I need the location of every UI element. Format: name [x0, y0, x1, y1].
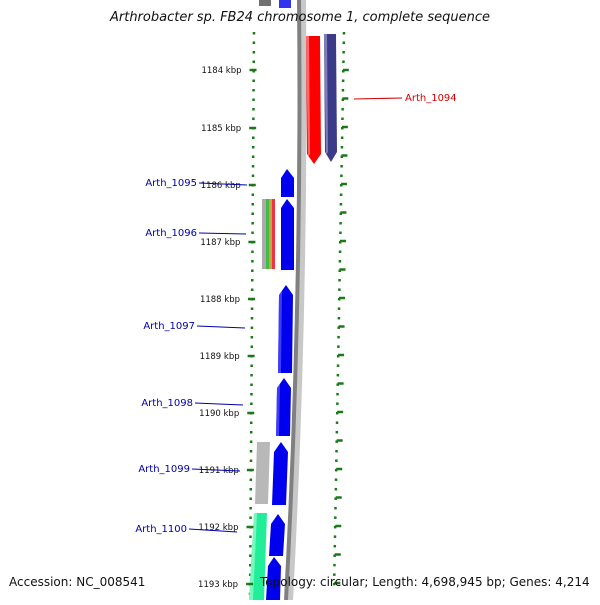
gene-label-arth-1099: Arth_1099	[138, 464, 190, 475]
coordinate-label: 1186 kbp	[201, 181, 241, 191]
backbone-shadow	[287, 0, 307, 601]
coordinate-label: 1189 kbp	[200, 352, 240, 362]
multicolor-feature-olive	[269, 199, 272, 269]
coordinate-label: 1184 kbp	[201, 66, 241, 76]
gene-label-connector	[353, 97, 403, 100]
gene-arth-1097-highlight	[278, 291, 282, 373]
gene-grey	[255, 442, 270, 504]
gene-label-connector	[188, 528, 238, 533]
top-partial-feature-blue	[279, 0, 291, 8]
gene-arth-1094-highlight	[306, 36, 310, 157]
top-partial-feature	[259, 0, 271, 6]
gene-arth-1100	[269, 514, 285, 556]
left-axis-dotted	[248, 31, 256, 601]
coordinate-label: 1190 kbp	[199, 409, 239, 419]
backbone	[284, 0, 302, 601]
gene-arth-1096	[281, 199, 294, 270]
multicolor-feature-red	[272, 199, 275, 269]
gene-label-connector	[198, 232, 247, 235]
gene-label-connector	[191, 468, 241, 472]
gene-label-arth-1096: Arth_1096	[145, 228, 197, 239]
topology-text: Topology: circular; Length: 4,698,945 bp…	[260, 575, 590, 589]
coordinate-label: 1192 kbp	[198, 523, 238, 533]
right-axis-dotted	[332, 31, 346, 593]
map-title: Arthrobacter sp. FB24 chromosome 1, comp…	[109, 10, 491, 25]
multicolor-feature-green	[266, 199, 269, 269]
gene-arth-1098-highlight	[276, 384, 280, 436]
gene-label-arth-1100: Arth_1100	[135, 524, 187, 535]
multicolor-feature-grey	[262, 199, 266, 269]
gene-teal-highlight	[249, 513, 257, 600]
coordinate-label: 1185 kbp	[201, 124, 241, 134]
accession-text: Accession: NC_008541	[9, 575, 146, 589]
gene-label-connector	[194, 402, 244, 406]
gene-purple-reverse-highlight	[324, 34, 328, 155]
gene-label-arth-1097: Arth_1097	[143, 321, 195, 332]
gene-label-arth-1098: Arth_1098	[141, 398, 193, 409]
gene-bottom-partial	[266, 557, 281, 600]
gene-label-arth-1094: Arth_1094	[405, 93, 457, 104]
gene-arth-1099	[272, 442, 288, 505]
coordinate-label: 1188 kbp	[200, 295, 240, 305]
coordinate-label: 1193 kbp	[198, 580, 238, 590]
gene-label-connector	[198, 182, 248, 186]
gene-arth-1095	[281, 169, 294, 197]
coordinate-label: 1187 kbp	[200, 238, 240, 248]
gene-label-connector	[196, 325, 246, 329]
gene-label-arth-1095: Arth_1095	[145, 178, 197, 189]
coordinate-label: 1191 kbp	[199, 466, 239, 476]
